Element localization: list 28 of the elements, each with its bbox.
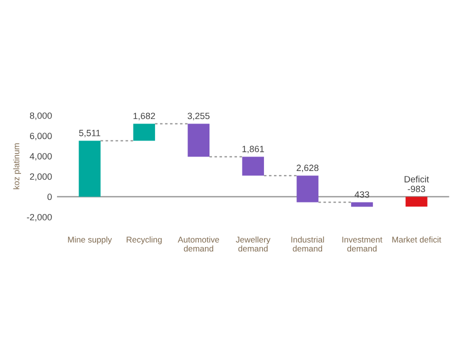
bar — [188, 124, 210, 157]
data-label: 2,628 — [296, 164, 318, 172]
data-label: 1,682 — [134, 112, 155, 120]
x-tick-label: Market deficit — [392, 236, 442, 243]
bar — [78, 140, 101, 197]
y-tick-label: 0 — [47, 194, 52, 200]
bar — [133, 124, 156, 141]
y-tick-label: 8,000 — [30, 112, 52, 120]
bar — [296, 176, 318, 202]
y-tick-label: -2,000 — [26, 214, 52, 222]
x-tick-label: Mine supply — [68, 236, 112, 244]
y-tick-label: 2,000 — [30, 173, 52, 181]
data-label: Deficit -983 — [404, 176, 429, 192]
bar — [351, 202, 373, 207]
data-label: 5,511 — [79, 130, 100, 138]
x-tick-label: Investment demand — [342, 236, 382, 252]
x-tick-label: Jewellery demand — [236, 236, 270, 252]
y-tick-label: 6,000 — [30, 132, 52, 140]
y-tick-label: 4,000 — [30, 153, 52, 161]
y-axis-title: koz platinum — [13, 143, 21, 190]
x-tick-label: Automotive demand — [178, 236, 220, 252]
data-label: 433 — [354, 191, 370, 198]
x-tick-label: Industrial demand — [291, 236, 324, 252]
bar — [406, 196, 428, 207]
data-label: 1,861 — [242, 146, 264, 154]
bar — [242, 156, 264, 176]
x-tick-label: Recycling — [126, 236, 162, 244]
data-label: 3,255 — [188, 112, 210, 120]
